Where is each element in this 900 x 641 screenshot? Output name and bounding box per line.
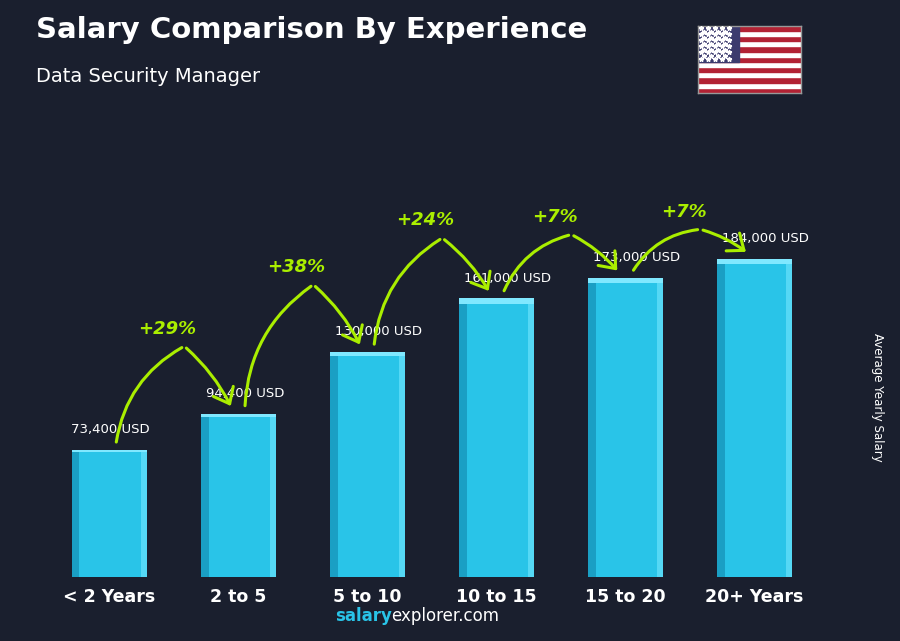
Text: Salary Comparison By Experience: Salary Comparison By Experience <box>36 16 587 44</box>
Bar <box>698 72 801 78</box>
Bar <box>72 450 79 577</box>
Bar <box>528 299 534 577</box>
Bar <box>330 352 405 577</box>
Bar <box>201 413 276 577</box>
FancyArrowPatch shape <box>634 229 698 271</box>
Text: Average Yearly Salary: Average Yearly Salary <box>871 333 884 462</box>
Bar <box>717 259 792 265</box>
FancyArrowPatch shape <box>116 347 182 442</box>
Bar <box>72 450 147 453</box>
Text: explorer.com: explorer.com <box>392 607 500 625</box>
Text: +38%: +38% <box>267 258 326 276</box>
Bar <box>141 450 147 577</box>
Bar <box>588 278 663 283</box>
Bar <box>698 83 801 88</box>
Bar <box>698 41 801 46</box>
Bar <box>330 352 405 356</box>
Text: 184,000 USD: 184,000 USD <box>723 232 809 245</box>
FancyArrowPatch shape <box>703 230 744 251</box>
FancyArrowPatch shape <box>186 348 233 404</box>
Bar <box>588 278 663 577</box>
Text: Data Security Manager: Data Security Manager <box>36 67 260 87</box>
Bar <box>72 450 147 577</box>
Bar <box>459 299 466 577</box>
Bar <box>399 352 405 577</box>
Bar <box>698 31 801 36</box>
FancyArrowPatch shape <box>445 240 490 289</box>
Text: 130,000 USD: 130,000 USD <box>335 325 422 338</box>
FancyArrowPatch shape <box>245 287 311 406</box>
Bar <box>698 51 801 56</box>
FancyArrowPatch shape <box>574 236 616 269</box>
Bar <box>201 413 276 417</box>
Bar <box>698 46 801 51</box>
Bar <box>698 56 801 62</box>
Bar <box>717 259 725 577</box>
Bar <box>588 278 596 577</box>
FancyArrowPatch shape <box>504 235 569 291</box>
Bar <box>698 62 801 67</box>
Bar <box>698 26 739 62</box>
Text: +29%: +29% <box>139 320 196 338</box>
Bar <box>698 26 801 31</box>
Text: +7%: +7% <box>661 203 707 221</box>
Bar <box>270 413 276 577</box>
FancyArrowPatch shape <box>315 287 363 342</box>
Text: 161,000 USD: 161,000 USD <box>464 272 552 285</box>
Bar <box>698 88 801 93</box>
Bar <box>201 413 209 577</box>
Bar <box>698 67 801 72</box>
Text: 173,000 USD: 173,000 USD <box>593 251 680 264</box>
Bar <box>717 259 792 577</box>
Text: salary: salary <box>335 607 392 625</box>
Text: +7%: +7% <box>532 208 578 226</box>
Text: 94,400 USD: 94,400 USD <box>206 387 284 400</box>
Bar <box>657 278 663 577</box>
Bar <box>459 299 534 577</box>
FancyArrowPatch shape <box>374 240 440 344</box>
Bar <box>786 259 792 577</box>
Bar <box>459 299 534 303</box>
Text: 73,400 USD: 73,400 USD <box>71 423 149 436</box>
Text: +24%: +24% <box>397 212 454 229</box>
Bar <box>698 36 801 41</box>
Bar <box>330 352 338 577</box>
Bar <box>698 78 801 83</box>
